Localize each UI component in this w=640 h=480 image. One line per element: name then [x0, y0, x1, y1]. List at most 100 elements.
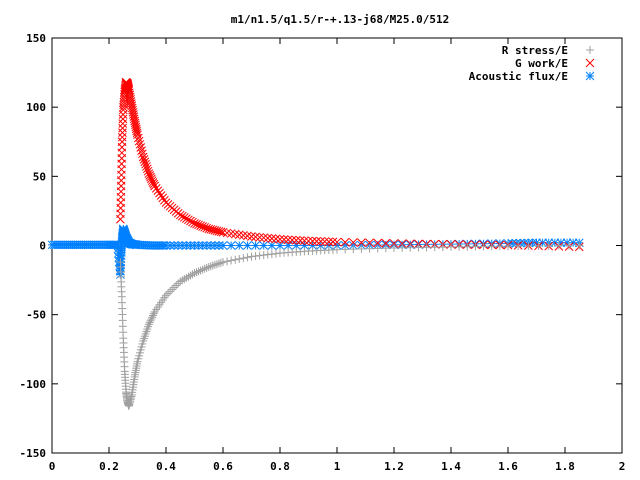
data-point: [206, 262, 215, 271]
data-point: [255, 232, 264, 242]
data-point: [145, 318, 154, 327]
data-point: [534, 241, 543, 250]
data-point: [504, 242, 512, 251]
data-point: [190, 269, 199, 278]
x-tick-label: 1.8: [555, 460, 575, 473]
data-point: [184, 215, 193, 225]
x-tick-label: 0.4: [156, 460, 176, 473]
series-1: [116, 77, 584, 252]
data-point: [287, 235, 297, 245]
data-point: [210, 260, 219, 269]
data-point: [227, 256, 236, 265]
data-point: [149, 179, 159, 189]
data-point: [162, 291, 170, 300]
data-point: [144, 320, 153, 329]
data-point: [178, 276, 187, 285]
data-point: [365, 244, 374, 253]
data-point: [175, 210, 185, 220]
y-tick-label: 150: [26, 32, 46, 45]
data-point: [455, 242, 464, 251]
data-point: [316, 237, 326, 246]
data-point: [219, 258, 227, 267]
data-point: [333, 245, 341, 254]
data-point: [348, 238, 358, 247]
data-point: [267, 241, 277, 250]
data-point: [235, 254, 244, 263]
data-point: [524, 241, 533, 250]
data-point: [308, 236, 317, 246]
data-point: [118, 128, 127, 138]
legend-label: G work/E: [515, 57, 568, 70]
axis-ticks: 0 0.2 0.4 0.6 0.8 1 1.2 1.4 1.6 1.8 2 -150 -100 -50 0 5…: [20, 32, 626, 473]
data-point: [422, 243, 431, 252]
data-point: [174, 279, 183, 288]
data-point: [123, 83, 133, 92]
data-point: [271, 234, 281, 244]
data-point: [204, 262, 213, 271]
data-point: [194, 267, 203, 276]
data-point: [487, 242, 496, 251]
data-point: [471, 242, 480, 251]
series-2: [47, 224, 584, 279]
data-point: [142, 162, 151, 171]
data-point: [179, 213, 189, 222]
data-point: [147, 315, 156, 324]
data-point: [124, 85, 134, 94]
data-point: [243, 253, 252, 262]
data-point: [138, 149, 147, 159]
data-point: [186, 271, 195, 280]
data-point: [212, 260, 221, 269]
data-point: [247, 232, 256, 241]
data-point: [161, 241, 171, 250]
data-point: [283, 235, 293, 245]
data-point: [117, 137, 127, 147]
data-point: [118, 110, 128, 119]
data-point: [397, 239, 407, 248]
x-tick-label: 1.4: [441, 460, 461, 473]
data-point: [398, 243, 407, 252]
data-point: [177, 211, 187, 221]
data-point: [168, 285, 177, 294]
data-point: [495, 242, 504, 251]
data-point: [357, 244, 366, 253]
x-tick-label: 0.8: [270, 460, 290, 473]
data-point: [132, 128, 142, 138]
data-point: [184, 272, 193, 281]
data-point: [406, 243, 415, 252]
data-point: [218, 241, 228, 250]
data-point: [463, 242, 472, 251]
data-point: [514, 242, 523, 251]
data-point: [170, 283, 179, 292]
data-point: [153, 186, 163, 196]
data-point: [575, 241, 584, 250]
data-point: [275, 234, 285, 244]
data-point: [312, 236, 321, 246]
data-point: [300, 236, 309, 246]
x-tick-label: 1.6: [498, 460, 518, 473]
data-point: [188, 217, 197, 227]
data-point: [146, 316, 155, 325]
data-point: [182, 214, 191, 223]
x-tick-label: 1: [334, 460, 341, 473]
data-point: [177, 241, 187, 250]
legend-marker: [585, 58, 595, 68]
data-point: [340, 237, 350, 247]
data-point: [200, 264, 209, 273]
chart-title: m1/n1.5/q1.5/r-+.13-j68/M25.0/512: [231, 13, 450, 26]
data-point: [190, 241, 199, 250]
data-point: [373, 244, 382, 253]
data-point: [223, 257, 232, 266]
data-point: [151, 184, 161, 193]
data-point: [349, 245, 358, 254]
data-point: [320, 237, 330, 246]
data-point: [381, 238, 391, 248]
y-tick-label: 100: [26, 101, 46, 114]
data-point: [118, 119, 128, 128]
data-point: [259, 233, 269, 243]
data-point: [328, 237, 338, 247]
data-point: [148, 311, 157, 320]
x-tick-label: 0.6: [213, 460, 233, 473]
legend-label: R stress/E: [502, 44, 568, 57]
